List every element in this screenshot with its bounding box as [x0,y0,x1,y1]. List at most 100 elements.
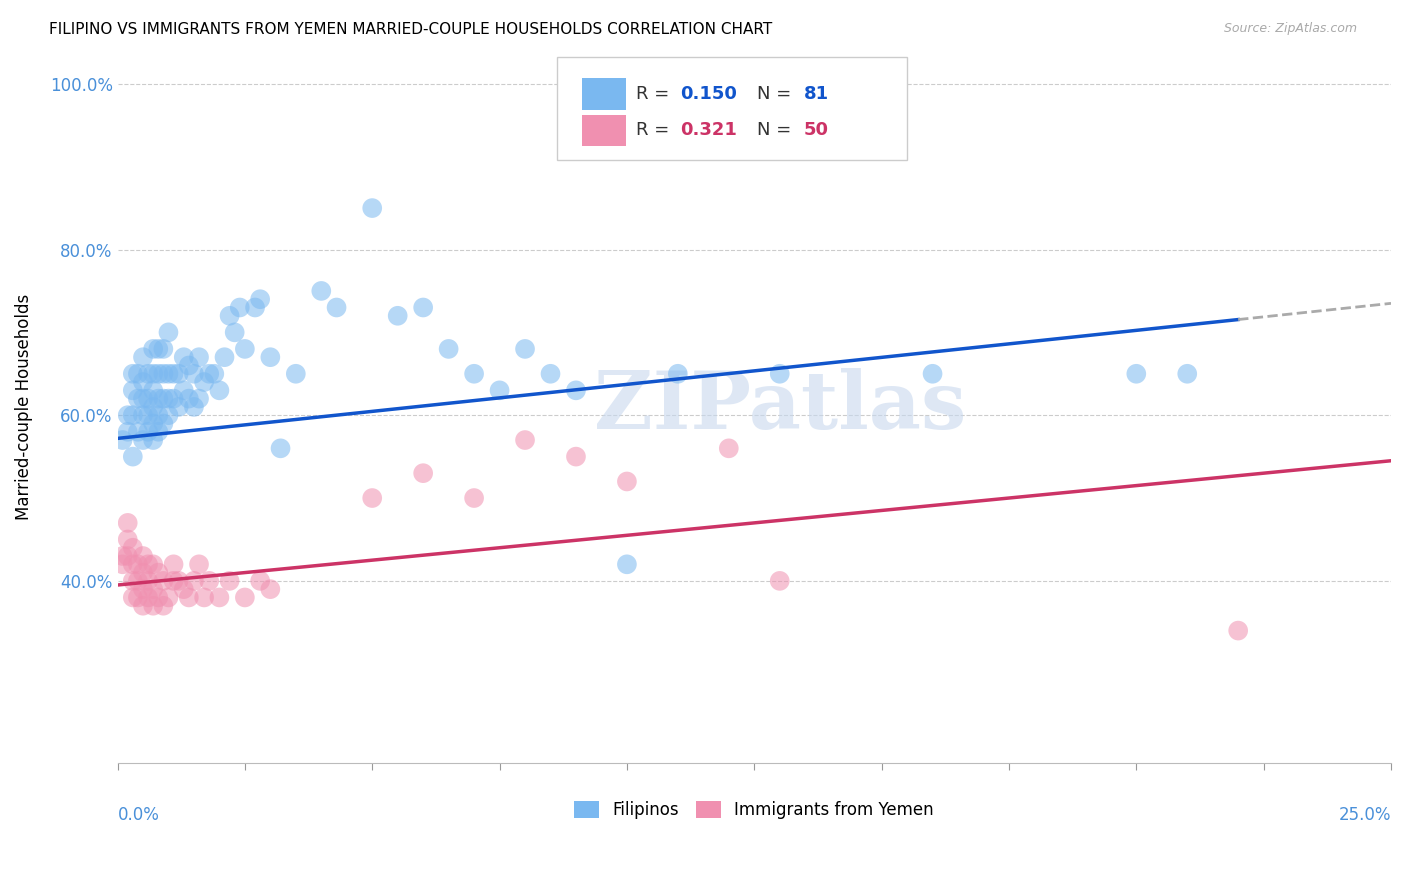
Point [121,574,143,588]
Text: N =: N = [756,85,797,103]
Point [132,599,155,613]
Point [132,375,155,389]
Point [769,574,792,588]
Point [152,417,174,431]
Point [142,400,165,414]
Text: Source: ZipAtlas.com: Source: ZipAtlas.com [1223,22,1357,36]
Point [136,425,159,439]
Point [117,516,139,530]
Point [1227,624,1250,638]
Point [132,408,155,422]
Point [152,342,174,356]
Point [249,574,271,588]
Point [921,367,943,381]
Point [121,541,143,555]
Point [183,400,205,414]
Point [233,342,256,356]
Point [142,558,165,572]
Point [183,367,205,381]
Text: ZIPatlas: ZIPatlas [593,368,966,446]
Point [132,549,155,563]
Point [565,450,588,464]
Point [361,201,384,215]
Text: 81: 81 [804,85,830,103]
Point [208,591,231,605]
Point [121,591,143,605]
Point [198,367,221,381]
Point [193,591,215,605]
Point [136,574,159,588]
Text: R =: R = [636,85,675,103]
Legend: Filipinos, Immigrants from Yemen: Filipinos, Immigrants from Yemen [568,795,941,826]
Point [233,591,256,605]
FancyBboxPatch shape [582,78,626,110]
Point [136,392,159,406]
Point [148,367,170,381]
Point [188,558,211,572]
Point [121,408,143,422]
Point [188,392,211,406]
Point [117,533,139,547]
Point [412,466,434,480]
Point [243,301,266,315]
Point [616,558,638,572]
Point [142,582,165,596]
Point [513,342,536,356]
Point [127,558,149,572]
Point [162,574,184,588]
Y-axis label: Married-couple Households: Married-couple Households [15,293,32,520]
Point [208,384,231,398]
Point [259,582,281,596]
Point [173,350,195,364]
Point [157,367,180,381]
Text: 0.0%: 0.0% [118,805,159,824]
Point [117,408,139,422]
Point [148,392,170,406]
Text: N =: N = [756,121,797,139]
Point [361,491,384,505]
Point [167,400,190,414]
Point [437,342,460,356]
Point [136,558,159,572]
Point [142,342,165,356]
Point [136,408,159,422]
Point [214,350,236,364]
Point [142,384,165,398]
Point [325,301,347,315]
Point [229,301,252,315]
Point [127,367,149,381]
FancyBboxPatch shape [557,57,907,161]
Point [173,582,195,596]
Point [769,367,792,381]
Point [616,475,638,489]
Point [132,433,155,447]
Point [666,367,689,381]
Point [167,367,190,381]
Point [177,591,200,605]
Point [183,574,205,588]
Point [202,367,225,381]
Point [136,367,159,381]
Point [218,574,240,588]
Point [152,574,174,588]
Point [162,392,184,406]
Point [121,384,143,398]
Point [311,284,333,298]
Point [157,326,180,340]
Point [177,392,200,406]
Point [132,392,155,406]
Point [127,392,149,406]
Point [387,309,409,323]
Point [142,417,165,431]
Point [463,491,485,505]
Point [148,342,170,356]
Point [121,558,143,572]
Text: FILIPINO VS IMMIGRANTS FROM YEMEN MARRIED-COUPLE HOUSEHOLDS CORRELATION CHART: FILIPINO VS IMMIGRANTS FROM YEMEN MARRIE… [49,22,772,37]
Point [142,433,165,447]
Point [117,549,139,563]
Point [121,367,143,381]
Point [565,384,588,398]
Point [513,433,536,447]
Point [148,408,170,422]
Text: 50: 50 [804,121,830,139]
